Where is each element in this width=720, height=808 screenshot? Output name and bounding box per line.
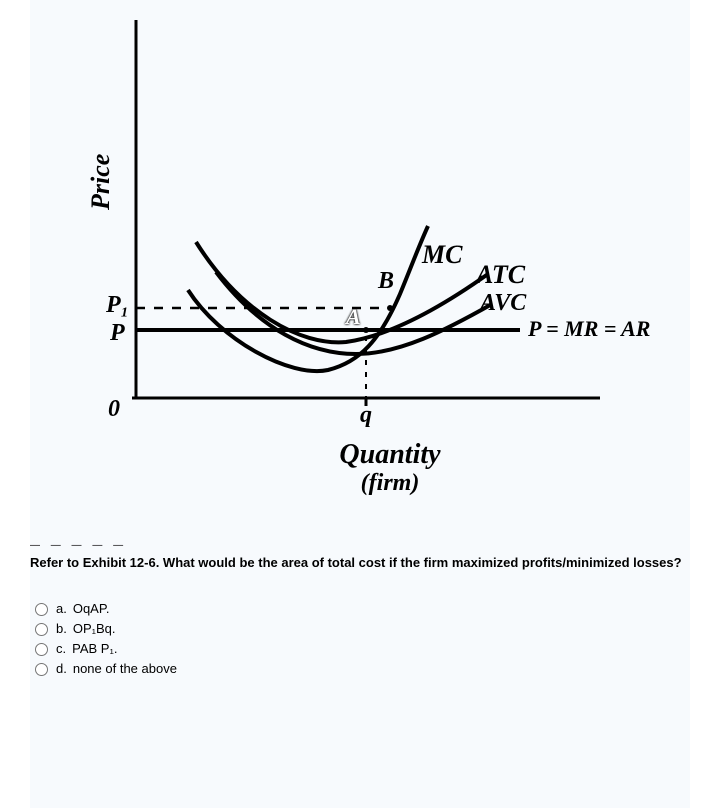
label-p: P [110, 320, 125, 347]
option-key: a. [56, 601, 67, 616]
option-label: OP₁Bq. [73, 621, 116, 636]
option-label: none of the above [73, 661, 177, 676]
label-origin: 0 [108, 396, 120, 423]
option-label: OqAP. [73, 601, 110, 616]
label-mc: MC [422, 240, 462, 270]
radio-d[interactable] [35, 663, 48, 676]
x-axis-label-line1: Quantity [339, 439, 440, 470]
x-axis-label: Quantity (firm) [290, 442, 490, 495]
label-avc: AVC [480, 290, 526, 317]
question-panel: MC ATC AVC P = MR = AR B A P₁ P 0 q Pric… [30, 0, 690, 808]
divider-dots: — — — — — [30, 540, 690, 551]
radio-b[interactable] [35, 623, 48, 636]
question-prefix: Refer to [30, 555, 83, 570]
y-axis-label: Price [86, 154, 116, 210]
option-a[interactable]: a. OqAP. [30, 600, 690, 616]
radio-a[interactable] [35, 603, 48, 616]
option-key: b. [56, 621, 67, 636]
option-d[interactable]: d. none of the above [30, 660, 690, 676]
cost-curve-chart: MC ATC AVC P = MR = AR B A P₁ P 0 q Pric… [60, 10, 680, 510]
answer-options: a. OqAP. b. OP₁Bq. c. PAB P₁. d. none of… [30, 600, 690, 676]
question-text: Refer to Exhibit 12-6. What would be the… [30, 555, 690, 570]
x-axis-label-line2: (firm) [361, 470, 420, 496]
option-b[interactable]: b. OP₁Bq. [30, 620, 690, 636]
label-a: A [346, 304, 361, 330]
label-b: B [378, 268, 394, 295]
option-key: c. [56, 641, 66, 656]
label-q: q [360, 402, 372, 429]
option-c[interactable]: c. PAB P₁. [30, 640, 690, 656]
exhibit-ref: Exhibit 12-6 [83, 555, 156, 570]
label-atc: ATC [476, 260, 525, 290]
label-p1: P₁ [106, 292, 129, 319]
question-rest: . What would be the area of total cost i… [156, 555, 682, 570]
label-pmr: P = MR = AR [528, 316, 650, 342]
option-label: PAB P₁. [72, 641, 117, 656]
radio-c[interactable] [35, 643, 48, 656]
option-key: d. [56, 661, 67, 676]
